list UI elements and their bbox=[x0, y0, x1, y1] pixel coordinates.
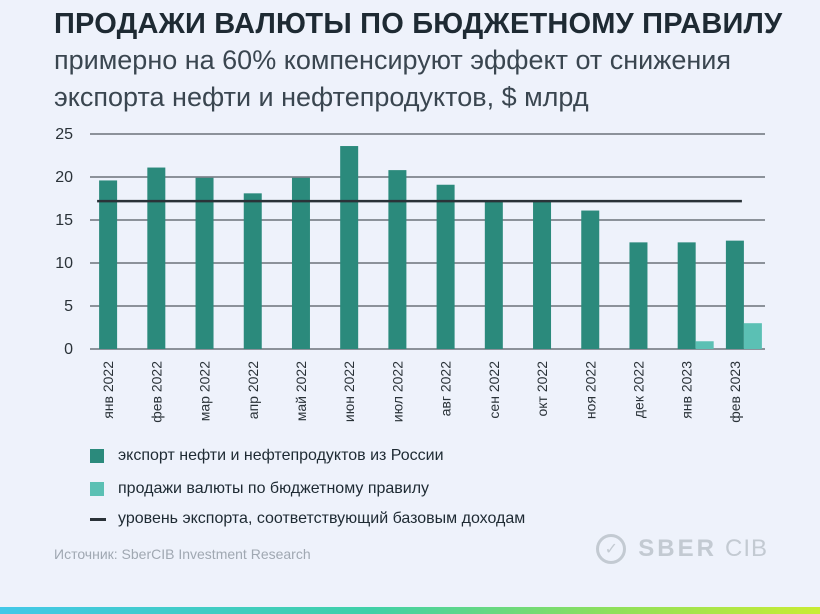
bar-export bbox=[291, 177, 310, 349]
x-tick-label: янв 2022 bbox=[100, 361, 116, 419]
bar-export bbox=[533, 201, 552, 349]
legend-swatch-baseline bbox=[90, 517, 106, 521]
brand-name: SBER bbox=[638, 535, 717, 562]
bar-export bbox=[388, 170, 407, 349]
x-tick-label: июн 2022 bbox=[341, 361, 357, 422]
bar-export bbox=[436, 184, 455, 349]
x-tick-label: авг 2022 bbox=[438, 361, 454, 417]
legend-swatch-export bbox=[90, 449, 104, 463]
y-tick-label: 15 bbox=[55, 212, 73, 229]
bar-chart: 0 5 10 15 20 25 янв 2022 фев 2022 мар 2022 апр 20… bbox=[55, 126, 765, 423]
bar-export bbox=[581, 210, 600, 349]
x-tick-label: фев 2022 bbox=[148, 361, 164, 423]
legend-label-sales: продажи валюты по бюджетному правилу bbox=[118, 480, 430, 497]
legend-item-baseline: уровень экспорта, соответствующий базовы… bbox=[90, 510, 525, 528]
bar-export bbox=[99, 180, 118, 349]
bar-export bbox=[629, 242, 648, 349]
chart-title: ПРОДАЖИ ВАЛЮТЫ ПО БЮДЖЕТНОМУ ПРАВИЛУ bbox=[54, 8, 783, 40]
x-tick-label: янв 2023 bbox=[679, 361, 695, 419]
legend-label-baseline: уровень экспорта, соответствующий базовы… bbox=[118, 510, 526, 527]
y-tick-label: 5 bbox=[64, 298, 73, 315]
x-tick-label: дек 2022 bbox=[630, 361, 646, 418]
x-tick-label: сен 2022 bbox=[486, 361, 502, 419]
bar-export bbox=[243, 193, 262, 349]
check-circle-icon: ✓ bbox=[596, 534, 627, 564]
bar-sales bbox=[743, 323, 762, 349]
x-tick-label: апр 2022 bbox=[245, 361, 261, 419]
bottom-gradient-bar bbox=[0, 607, 820, 614]
bar-export bbox=[725, 240, 744, 349]
bar-export bbox=[677, 242, 696, 349]
bar-export bbox=[195, 177, 214, 349]
x-tick-label: ноя 2022 bbox=[582, 361, 598, 419]
legend-item-sales: продажи валюты по бюджетному правилу bbox=[90, 480, 429, 498]
bar-export bbox=[147, 167, 166, 349]
x-tick-label: май 2022 bbox=[293, 361, 309, 421]
y-tick-label: 10 bbox=[55, 255, 73, 272]
legend-item-export: экспорт нефти и нефтепродуктов из России bbox=[90, 447, 444, 465]
y-tick-label: 20 bbox=[55, 169, 73, 186]
bar-export bbox=[340, 146, 359, 349]
legend-swatch-sales bbox=[90, 482, 104, 496]
chart-subtitle: примерно на 60% компенсируют эффект от с… bbox=[54, 45, 731, 112]
legend-label-export: экспорт нефти и нефтепродуктов из России bbox=[118, 447, 444, 464]
x-tick-label: июл 2022 bbox=[389, 361, 405, 422]
x-tick-label: мар 2022 bbox=[197, 361, 213, 421]
x-tick-label: окт 2022 bbox=[534, 361, 550, 417]
y-tick-label: 25 bbox=[55, 126, 73, 143]
brand-sub: CIB bbox=[724, 535, 768, 562]
source-note: Источник: SberCIB Investment Research bbox=[54, 546, 311, 562]
bar-export bbox=[484, 201, 503, 349]
brand-logo: ✓ SBER CIB bbox=[596, 534, 768, 564]
bar-sales bbox=[695, 341, 714, 349]
y-tick-label: 0 bbox=[64, 341, 73, 358]
x-tick-label: фев 2023 bbox=[727, 361, 743, 423]
